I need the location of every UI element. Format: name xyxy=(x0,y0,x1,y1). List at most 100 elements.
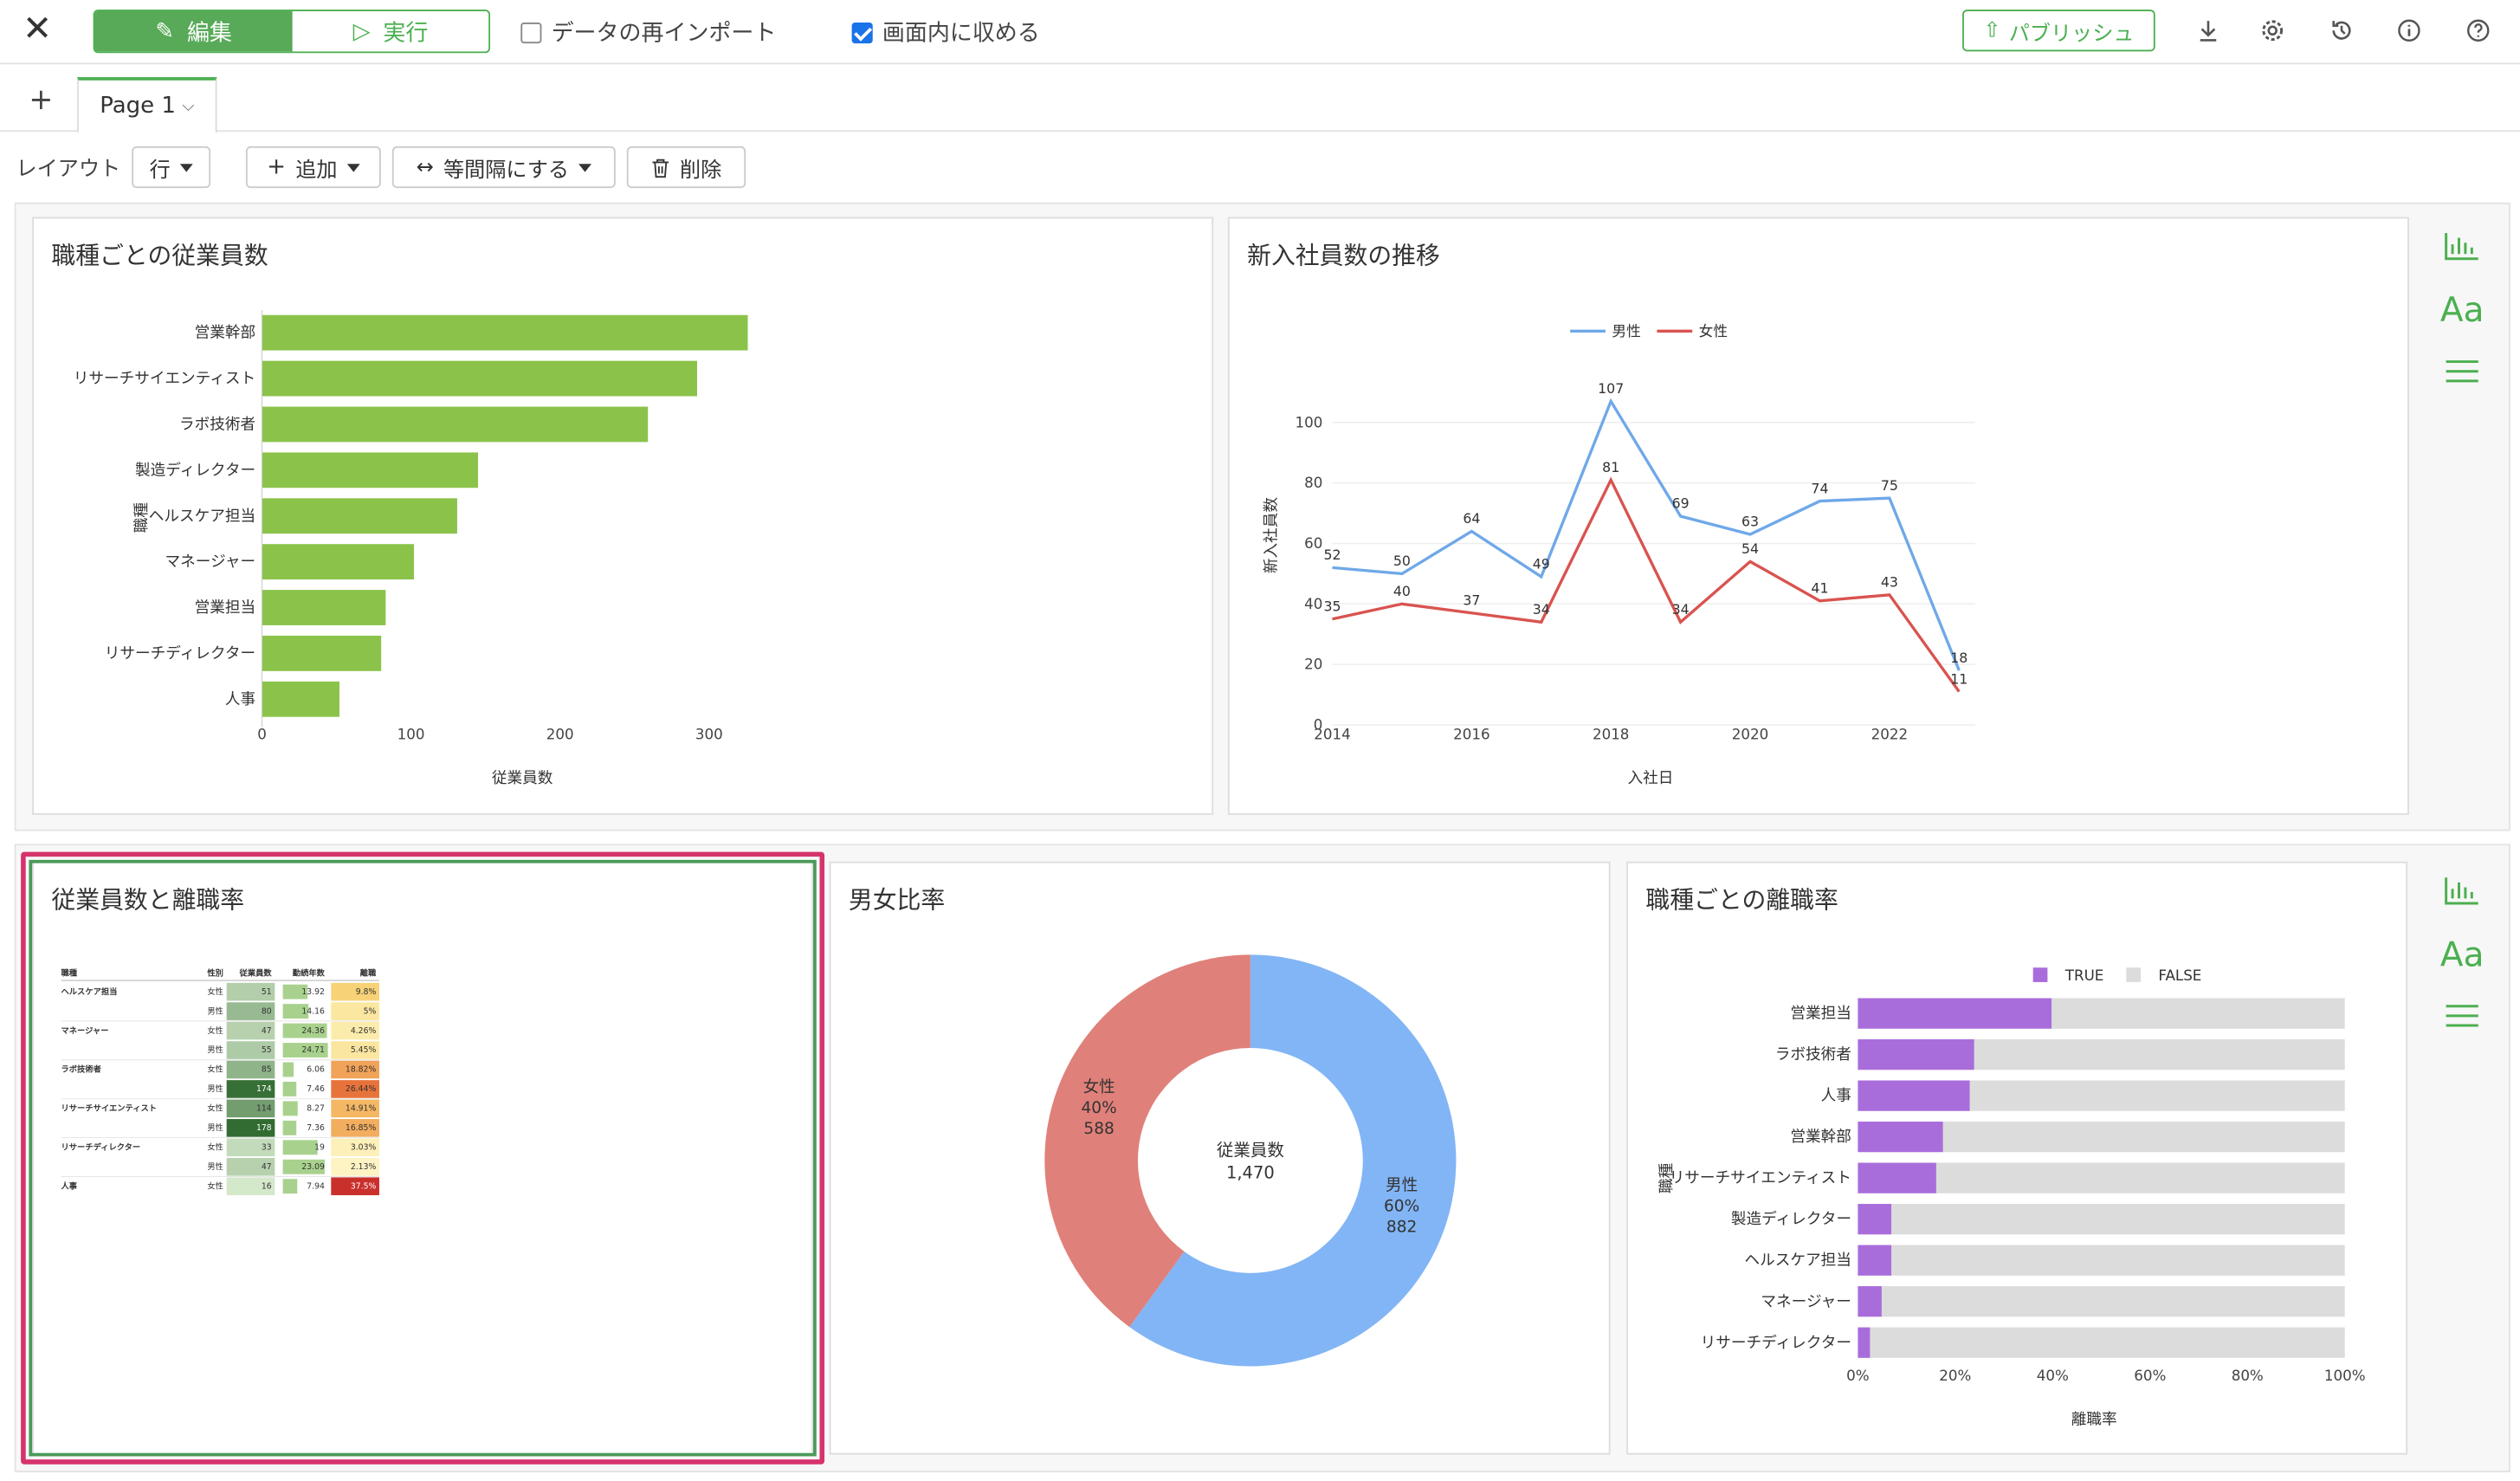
chart-icon[interactable] xyxy=(2438,230,2486,268)
panel-stacked-bar[interactable]: 職種ごとの離職率 0% 20% 40% 60% 80% 100% 営業担当 ラボ技術者 人事 営業… xyxy=(1626,861,2408,1455)
selected-panel-highlight xyxy=(21,851,825,1465)
close-icon[interactable]: ✕ xyxy=(22,10,53,50)
equal-spacing-dropdown[interactable]: ↔ 等間隔にする xyxy=(391,146,616,189)
slice-name: 男性 xyxy=(1386,1176,1418,1194)
x-tick-label: 100 xyxy=(397,726,425,743)
legend-label: FALSE xyxy=(2158,967,2201,984)
tenure-bar xyxy=(282,1120,297,1135)
chart-icon[interactable] xyxy=(2438,875,2486,914)
false-segment xyxy=(1969,1080,2345,1111)
fit-screen-checkbox[interactable]: 画面内に収める xyxy=(851,16,1040,49)
history-icon[interactable] xyxy=(2325,15,2357,47)
chevron-down-icon[interactable]: ⌵ xyxy=(182,97,195,115)
panel-bar-chart[interactable]: 職種ごとの従業員数 0 100 200 300 営業幹部 リサーチサイエンティスト ラボ技術… xyxy=(32,217,1214,815)
slice-name: 女性 xyxy=(1083,1078,1115,1096)
job-cell: リサーチディレクター xyxy=(61,1142,141,1153)
data-label: 34 xyxy=(1533,601,1550,618)
row-1-sidebar: Aa xyxy=(2432,217,2496,815)
gender-cell: 女性 xyxy=(207,1180,223,1191)
x-tick-label: 100% xyxy=(2324,1367,2366,1384)
category-label: 営業担当 xyxy=(195,598,256,617)
edit-mode-button[interactable]: ✎ 編集 xyxy=(94,10,293,52)
y-tick-label: 0 xyxy=(1314,716,1323,734)
layout-label: レイアウト xyxy=(16,157,121,182)
x-axis-title: 離職率 xyxy=(2071,1410,2117,1428)
category-label: 製造ディレクター xyxy=(135,461,255,479)
run-label: 実行 xyxy=(383,20,429,46)
run-mode-button[interactable]: ▷ 実行 xyxy=(292,10,489,52)
info-icon[interactable] xyxy=(2393,15,2425,47)
data-label: 69 xyxy=(1672,495,1690,512)
delete-button[interactable]: 削除 xyxy=(626,146,746,189)
rate-heat-cell xyxy=(331,1002,379,1020)
category-label: 人事 xyxy=(1821,1087,1851,1105)
trash-icon xyxy=(652,158,669,178)
x-tick-label: 2014 xyxy=(1314,726,1350,743)
category-label: 人事 xyxy=(225,690,255,708)
x-tick-label: 2022 xyxy=(1871,726,1908,743)
add-page-icon[interactable]: + xyxy=(29,83,54,118)
plus-icon: + xyxy=(267,154,287,180)
reimport-checkbox[interactable]: データの再インポート xyxy=(520,16,776,49)
rate-value: 26.44% xyxy=(346,1084,377,1094)
add-dropdown[interactable]: + 追加 xyxy=(245,146,381,189)
layout-row-dropdown[interactable]: 行 xyxy=(132,146,211,189)
y-axis-title: 新入社員数 xyxy=(1263,497,1281,574)
x-tick-label: 0% xyxy=(1846,1367,1869,1384)
pie-slice xyxy=(1129,954,1457,1367)
count-heat-cell xyxy=(226,982,275,1001)
page-tab-bar: + Page 1 ⌵ xyxy=(0,64,2520,134)
category-label: ヘルスケア担当 xyxy=(1745,1251,1851,1270)
true-segment xyxy=(1858,998,2052,1029)
play-icon: ▷ xyxy=(352,18,371,45)
slice-value: 882 xyxy=(1386,1219,1417,1237)
data-label: 81 xyxy=(1602,459,1619,475)
category-label: 営業担当 xyxy=(1790,1005,1851,1023)
x-tick-label: 0 xyxy=(257,726,267,743)
false-segment xyxy=(1891,1245,2345,1276)
job-cell: マネージャー xyxy=(61,1026,109,1036)
data-label: 11 xyxy=(1950,670,1968,687)
count-heat-cell xyxy=(226,1021,275,1040)
pie-slice xyxy=(1044,954,1250,1328)
y-tick-label: 40 xyxy=(1304,595,1322,612)
tab-page-1[interactable]: Page 1 ⌵ xyxy=(77,77,217,134)
rate-value: 2.13% xyxy=(351,1162,377,1172)
panel-title: 職種ごとの離職率 xyxy=(1645,885,1838,915)
equal-label: 等間隔にする xyxy=(443,158,570,183)
help-icon[interactable] xyxy=(2462,15,2494,47)
publish-button[interactable]: ⇧ パブリッシュ xyxy=(1962,10,2155,52)
data-label: 107 xyxy=(1598,380,1624,397)
panel-line-chart[interactable]: 新入社員数の推移 0 20 40 60 80 100 2014 2016 2018 2020 202… xyxy=(1227,217,2409,815)
category-label: リサーチディレクター xyxy=(105,644,255,663)
bar xyxy=(262,681,339,717)
gender-cell: 女性 xyxy=(207,986,223,997)
bar-chart: 0 100 200 300 営業幹部リサーチサイエンティストラボ技術者製造ディレクターヘ… xyxy=(74,310,748,787)
font-icon[interactable]: Aa xyxy=(2439,290,2484,330)
panel-table[interactable]: 従業員数と離職率 職種 性別 従業員数 勤続年数 離職 ヘルスケア担当 女性 51 13.92 9… xyxy=(32,861,814,1455)
center-value: 1,470 xyxy=(1226,1162,1275,1182)
data-label: 75 xyxy=(1881,477,1898,494)
data-label: 43 xyxy=(1881,574,1898,591)
category-label: ラボ技術者 xyxy=(179,416,255,434)
panel-title: 職種ごとの従業員数 xyxy=(51,241,268,270)
rate-heat-cell xyxy=(331,1060,379,1079)
slice-percent: 40% xyxy=(1082,1099,1117,1117)
gender-cell: 女性 xyxy=(207,1103,223,1114)
panel-pie-chart[interactable]: 男女比率 男性 60% 882 女性 40% 588 従業員数 1,470 xyxy=(829,861,1611,1455)
data-label: 54 xyxy=(1741,540,1759,557)
rate-heat-cell xyxy=(331,1157,379,1176)
x-axis-title: 従業員数 xyxy=(492,769,553,787)
font-icon[interactable]: Aa xyxy=(2439,935,2484,974)
category-label: マネージャー xyxy=(165,553,256,571)
panel-title: 男女比率 xyxy=(848,885,946,915)
fit-label: 画面内に収める xyxy=(882,21,1040,47)
menu-icon[interactable] xyxy=(2438,355,2486,394)
true-segment xyxy=(1858,1204,1892,1235)
menu-icon[interactable] xyxy=(2438,999,2486,1038)
download-icon[interactable] xyxy=(2192,15,2224,47)
job-cell: ヘルスケア担当 xyxy=(61,986,118,997)
rate-value: 3.03% xyxy=(351,1143,377,1153)
bar xyxy=(262,314,748,351)
gear-icon[interactable] xyxy=(2257,15,2289,47)
